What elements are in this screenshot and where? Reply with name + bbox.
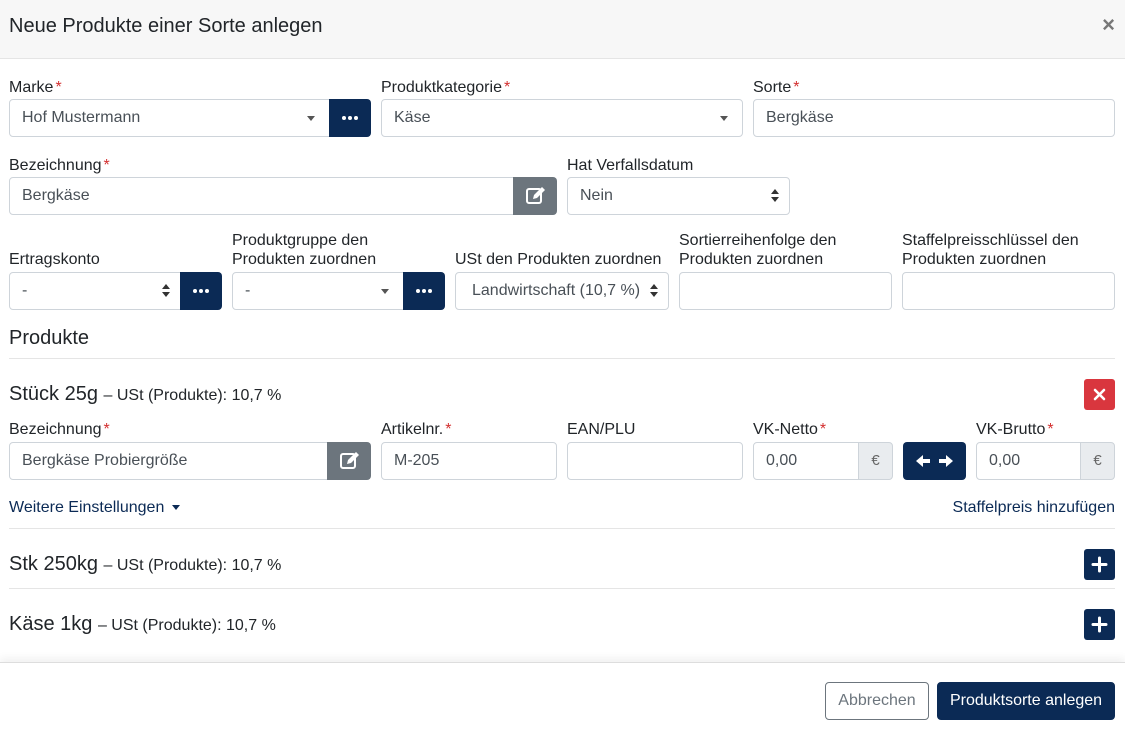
staffel-input[interactable] — [902, 272, 1115, 310]
product-header: Stk 250kg – USt (Produkte): 10,7 % — [9, 553, 282, 575]
artikelnr-label: Artikelnr. * — [381, 421, 452, 438]
plus-icon — [1091, 616, 1108, 633]
artikelnr-input[interactable]: M-205 — [381, 442, 557, 480]
sortier-label: Sortierreihenfolge den Produkten zuordne… — [679, 232, 837, 268]
sortier-input[interactable] — [679, 272, 892, 310]
sorte-input[interactable]: Bergkäse — [753, 99, 1115, 137]
ean-label: EAN/PLU — [567, 421, 636, 438]
produktgruppe-label: Produktgruppe den Produkten zuordnen — [232, 232, 377, 268]
divider — [9, 358, 1115, 359]
ellipsis-icon — [342, 116, 358, 120]
ellipsis-icon — [193, 289, 209, 293]
ust-label: USt den Produkten zuordnen — [455, 251, 662, 268]
vkbrutto-label: VK-Brutto * — [976, 421, 1054, 438]
detail-edit-button[interactable] — [327, 442, 371, 480]
detail-bezeichnung-input[interactable]: Bergkäse Probiergröße — [9, 442, 328, 480]
caret-down-icon — [307, 116, 315, 121]
convert-price-button[interactable] — [903, 442, 966, 480]
vknetto-currency: € — [858, 442, 893, 480]
vknetto-label: VK-Netto * — [753, 421, 827, 438]
edit-icon — [526, 187, 545, 204]
arrows-left-right-icon — [916, 455, 953, 467]
marke-more-button[interactable] — [329, 99, 371, 137]
ean-input[interactable] — [567, 442, 743, 480]
kategorie-label: Produktkategorie * — [381, 79, 511, 96]
verfall-label: Hat Verfallsdatum — [567, 157, 694, 174]
marke-select[interactable]: Hof Mustermann — [9, 99, 330, 137]
product-header: Käse 1kg – USt (Produkte): 10,7 % — [9, 613, 276, 635]
ellipsis-icon — [416, 289, 432, 293]
submit-button[interactable]: Produktsorte anlegen — [937, 682, 1115, 720]
plus-icon — [1091, 556, 1108, 573]
add-product-button[interactable] — [1084, 609, 1115, 640]
marke-label: Marke * — [9, 79, 62, 96]
caret-down-icon — [720, 116, 728, 121]
detail-bezeichnung-label: Bezeichnung * — [9, 421, 110, 438]
bezeichnung-input[interactable]: Bergkäse — [9, 177, 514, 215]
ertragskonto-more-button[interactable] — [180, 272, 222, 310]
kategorie-select[interactable]: Käse — [381, 99, 743, 137]
close-icon[interactable]: × — [1102, 12, 1115, 37]
sort-icon — [650, 284, 658, 298]
bezeichnung-edit-button[interactable] — [513, 177, 557, 215]
remove-product-button[interactable] — [1084, 379, 1115, 410]
staffel-label: Staffelpreisschlüssel den Produkten zuor… — [902, 232, 1079, 268]
modal-title: Neue Produkte einer Sorte anlegen — [9, 15, 323, 37]
produktgruppe-select[interactable]: - — [232, 272, 404, 310]
modal-header: Neue Produkte einer Sorte anlegen × — [0, 0, 1125, 59]
sort-icon — [162, 284, 170, 298]
verfall-select[interactable]: Nein — [567, 177, 790, 215]
ust-select[interactable]: Landwirtschaft (10,7 %) — [455, 272, 669, 310]
bezeichnung-label: Bezeichnung * — [9, 157, 110, 174]
edit-icon — [340, 452, 359, 469]
ertragskonto-label: Ertragskonto — [9, 251, 100, 268]
divider — [9, 528, 1115, 529]
cancel-button[interactable]: Abbrechen — [825, 682, 929, 720]
divider — [9, 588, 1115, 589]
caret-down-icon — [381, 289, 389, 294]
vkbrutto-input[interactable]: 0,00 — [976, 442, 1081, 480]
sort-icon — [771, 189, 779, 203]
product-header: Stück 25g – USt (Produkte): 10,7 % — [9, 383, 282, 405]
weitere-einstellungen-toggle[interactable]: Weitere Einstellungen — [9, 499, 181, 517]
ertragskonto-select[interactable]: - — [9, 272, 181, 310]
vkbrutto-currency: € — [1080, 442, 1115, 480]
staffelpreis-add-link[interactable]: Staffelpreis hinzufügen — [952, 499, 1115, 516]
close-icon — [1093, 388, 1106, 401]
caret-down-icon — [172, 505, 181, 511]
vknetto-input[interactable]: 0,00 — [753, 442, 859, 480]
produktgruppe-more-button[interactable] — [403, 272, 445, 310]
produkte-title: Produkte — [9, 327, 90, 349]
add-product-button[interactable] — [1084, 549, 1115, 580]
sorte-label: Sorte * — [753, 79, 800, 96]
modal-footer: Abbrechen Produktsorte anlegen — [0, 662, 1125, 729]
